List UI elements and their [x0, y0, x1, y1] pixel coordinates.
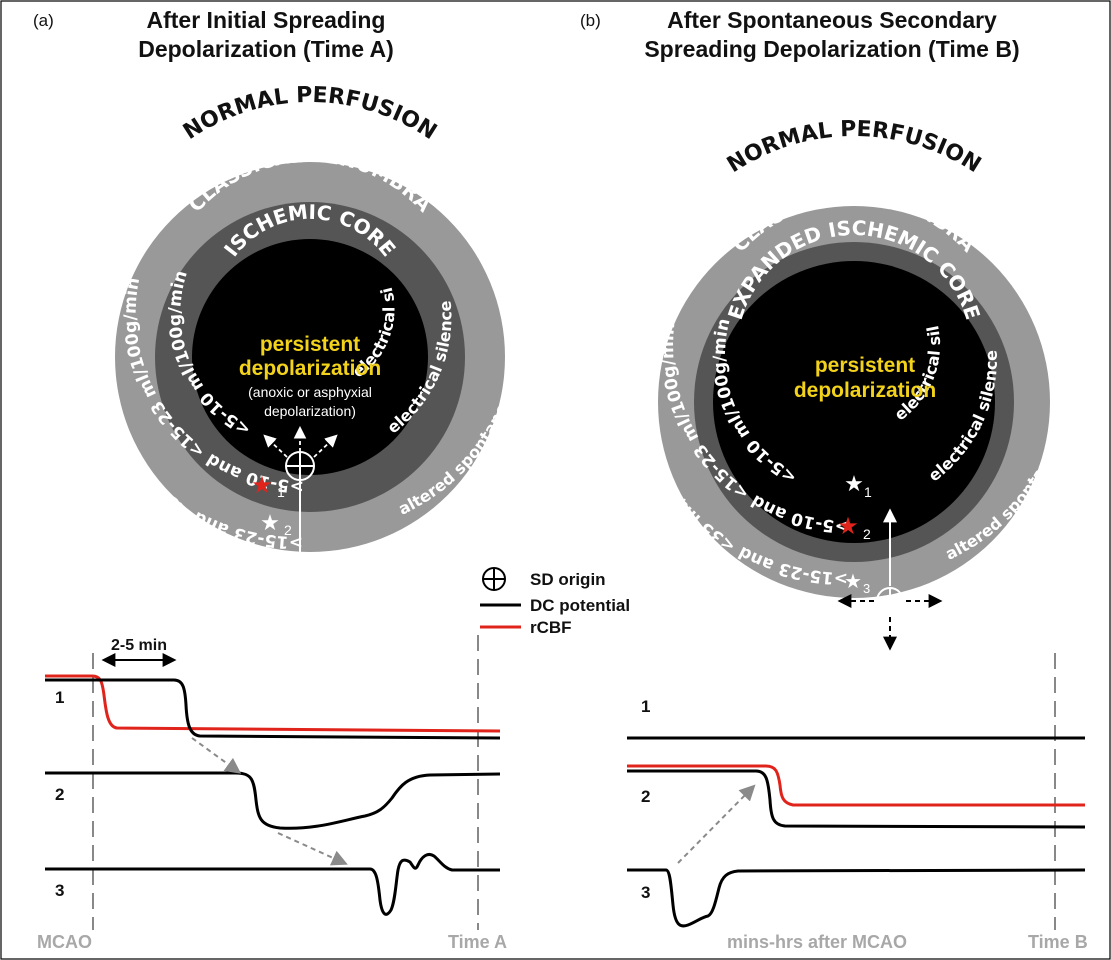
panel-b-trace-2-label: 2 — [641, 787, 650, 806]
panel-b-star-1-icon: ★ — [844, 472, 864, 497]
panel-a-propagation-arrow-1 — [191, 737, 242, 774]
panel-a-core-text-1: persistent — [260, 333, 360, 356]
panel-a-x-start-label: MCAO — [37, 932, 92, 952]
legend-sd-origin: SD origin — [530, 570, 606, 589]
panel-b-traces: 1 2 3 mins-hrs after MCAO Time B — [627, 653, 1088, 952]
panel-a-trace-1-rcbf — [45, 674, 501, 733]
panel-a-ischemic-core — [192, 239, 428, 475]
panel-b-trace-3-dc — [627, 868, 1086, 928]
panel-b-x-start-label: mins-hrs after MCAO — [727, 932, 907, 952]
panel-a-trace-3-label: 3 — [55, 881, 64, 900]
panel-a-title-line2: Depolarization (Time A) — [138, 36, 394, 62]
panel-a-star-1-icon: ★ — [251, 471, 273, 499]
panel-b-star-2-icon: ★ — [837, 512, 859, 540]
panel-a-star-2-icon: ★ — [260, 511, 280, 536]
panel-b-star-3-icon: ★ — [844, 569, 862, 593]
panel-a-core-text-3: (anoxic or asphyxial — [248, 384, 372, 400]
panel-b-trace-1-label: 1 — [641, 697, 650, 716]
panel-b-title-line1: After Spontaneous Secondary — [667, 7, 997, 33]
panel-b-title-line2: Spreading Depolarization (Time B) — [644, 36, 1019, 62]
panel-a-sd-origin — [263, 425, 338, 590]
panel-a-x-end-label: Time A — [448, 932, 507, 952]
panel-a-trace-1-dc — [45, 678, 501, 740]
panel-a-core-text-2: depolarization — [239, 357, 381, 380]
legend: SD origin DC potential rCBF — [480, 567, 630, 637]
panel-b-expanded-ischemic-core — [713, 261, 995, 543]
panel-a-trace-2-label: 2 — [55, 785, 64, 804]
panel-b-star-3-number: 3 — [863, 581, 870, 596]
panel-a-core-text-4: depolarization) — [264, 403, 356, 419]
panel-b-trace-3-label: 3 — [641, 883, 650, 902]
panel-a-star-3-number: 3 — [286, 583, 294, 599]
panel-b-core-text-1: persistent — [815, 354, 915, 377]
panel-b-sd-origin — [837, 508, 943, 651]
panel-a-trace-1-label: 1 — [55, 688, 64, 707]
panel-a-star-3-icon: ★ — [262, 572, 282, 597]
panel-a-label: (a) — [33, 11, 54, 30]
panel-a-star-2-number: 2 — [284, 522, 292, 538]
panel-b-trace-2-rcbf — [627, 764, 1085, 807]
panel-b-core-text-2: depolarization — [794, 379, 936, 402]
panel-b-trace-2-dc — [627, 769, 1086, 829]
legend-rcbf: rCBF — [530, 618, 572, 637]
panel-b-star-1-number: 1 — [864, 484, 872, 500]
panel-b-label: (b) — [580, 11, 601, 30]
panel-a-traces: 2-5 min 1 2 3 MCAO Time A — [37, 635, 507, 952]
panel-a-star-1-number: 1 — [277, 484, 285, 500]
panel-a-propagation-arrow-2 — [277, 832, 348, 866]
panel-b-star-2-number: 2 — [863, 526, 871, 542]
legend-dc-potential: DC potential — [530, 596, 630, 615]
panel-a-trace-2-dc — [45, 771, 501, 830]
panel-a-trace-3-dc — [45, 852, 500, 916]
panel-b-x-end-label: Time B — [1028, 932, 1088, 952]
panel-a-interval-label: 2-5 min — [111, 637, 167, 654]
panel-a-title-line1: After Initial Spreading — [147, 7, 386, 33]
